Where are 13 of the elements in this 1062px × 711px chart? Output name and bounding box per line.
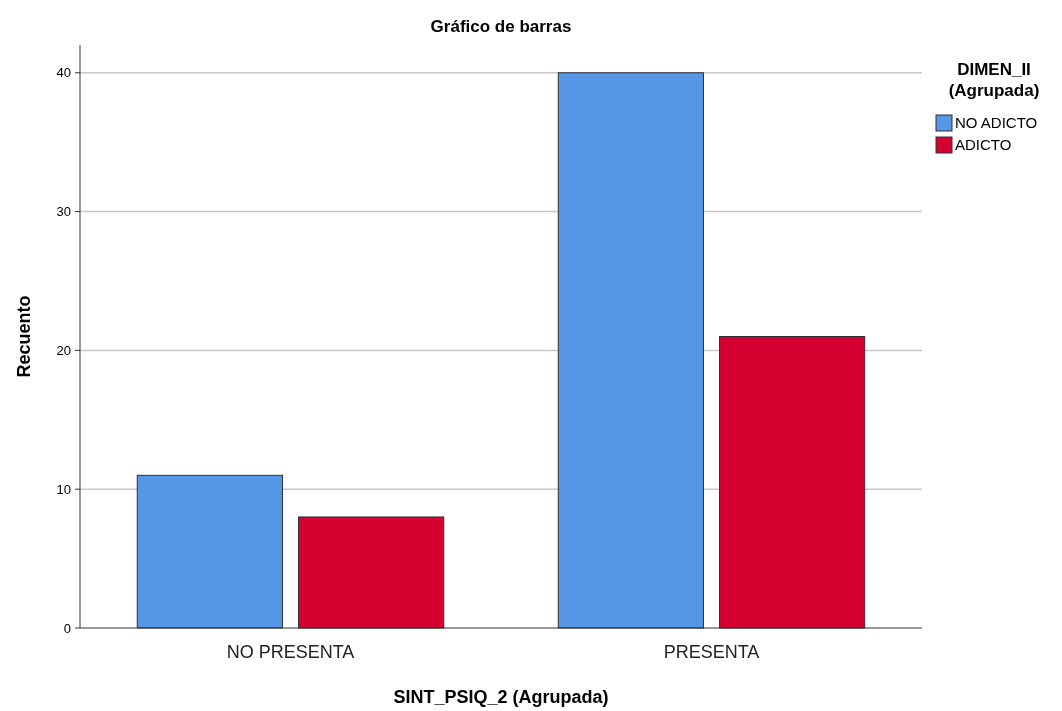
- x-axis-title: SINT_PSIQ_2 (Agrupada): [393, 687, 609, 707]
- y-tick-label: 0: [63, 620, 71, 636]
- y-axis-title: Recuento: [14, 295, 34, 378]
- y-tick-label: 10: [56, 481, 71, 497]
- chart-title: Gráfico de barras: [430, 17, 572, 36]
- x-tick-label: PRESENTA: [663, 642, 760, 662]
- y-tick-label: 20: [56, 342, 71, 358]
- y-tick-label: 40: [56, 65, 71, 81]
- y-tick-label: 30: [56, 204, 71, 220]
- x-tick-label: NO PRESENTA: [226, 642, 355, 662]
- legend-label: NO ADICTO: [955, 114, 1038, 132]
- legend-label: ADICTO: [955, 136, 1012, 154]
- legend-title: DIMEN_II (Agrupada): [948, 60, 1040, 100]
